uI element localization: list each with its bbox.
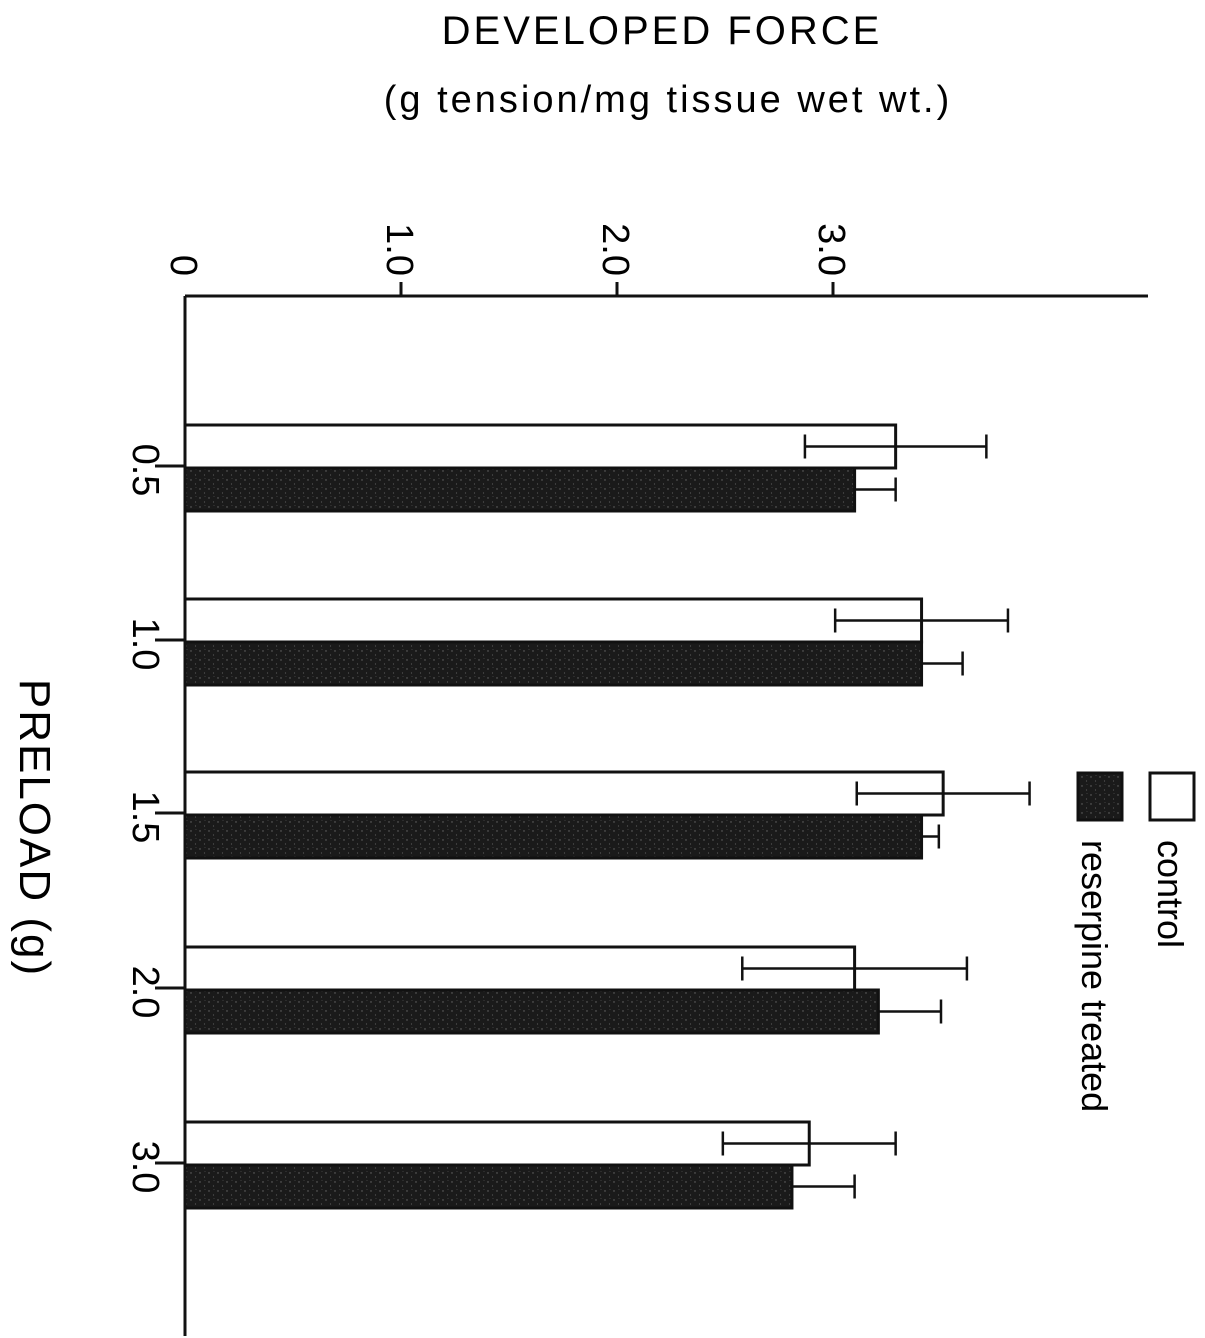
chart-title: DEVELOPED FORCE [442, 9, 883, 53]
plot-area: 0 1.0 2.0 3.0 0.5 1.0 1.5 2.0 3.0 [124, 223, 1148, 1336]
bar-reserpine-2.0 [183, 988, 880, 1035]
bar-control-1.5 [183, 770, 945, 817]
value-tick-label-3.0: 3.0 [810, 223, 852, 276]
category-label-2.0: 2.0 [124, 966, 166, 1019]
legend-label-reserpine: reserpine treated [1074, 840, 1115, 1112]
x-axis-label: PRELOAD (g) [10, 679, 59, 977]
value-tick-label-1.0: 1.0 [378, 223, 420, 276]
chart-subtitle: (g tension/mg tissue wet wt.) [384, 79, 953, 121]
bar-reserpine-1.5 [183, 813, 924, 860]
value-tick-label-0: 0 [162, 255, 204, 276]
category-label-3.0: 3.0 [124, 1141, 166, 1194]
category-label-1.5: 1.5 [124, 791, 166, 844]
value-tick-label-2.0: 2.0 [594, 223, 636, 276]
bar-reserpine-3.0 [183, 1163, 794, 1210]
legend-label-control: control [1150, 840, 1191, 948]
category-label-0.5: 0.5 [124, 444, 166, 497]
legend-swatch-reserpine [1076, 771, 1124, 822]
legend-swatch-control [1148, 771, 1196, 822]
bar-reserpine-1.0 [183, 640, 924, 687]
category-label-1.0: 1.0 [124, 618, 166, 671]
bar-control-1.0 [183, 597, 924, 644]
bar-control-0.5 [183, 423, 898, 470]
bar-control-3.0 [183, 1120, 811, 1167]
legend: control reserpine treated [1074, 771, 1196, 1112]
bar-reserpine-0.5 [183, 466, 857, 513]
